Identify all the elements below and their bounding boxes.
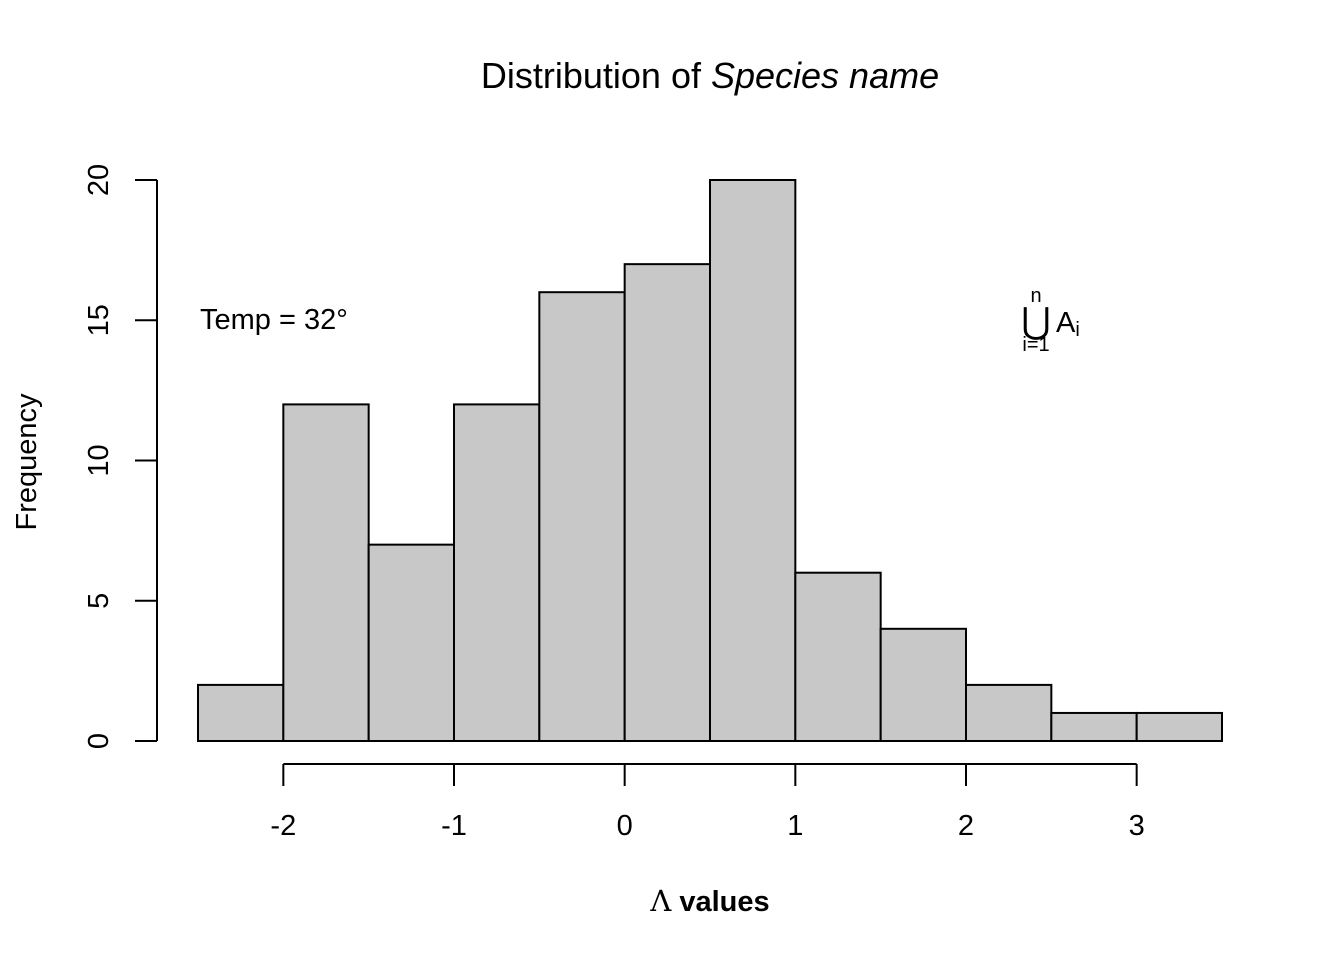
histogram-bar-5 (623, 263, 712, 742)
y-tick-label-5: 5 (83, 593, 115, 609)
y-axis: 0 5 10 15 20 (83, 164, 158, 749)
histogram-bar-6 (709, 179, 797, 742)
histogram-bar-4 (538, 291, 626, 742)
y-tick-label-15: 15 (83, 304, 115, 336)
y-axis-label: Frequency (11, 393, 43, 531)
x-tick-label--2: -2 (270, 810, 296, 842)
x-tick-label-3: 3 (1129, 810, 1145, 842)
histogram-bar-10 (1050, 711, 1138, 743)
union-annotation: n ⋃ i=1 Ai (1021, 285, 1080, 356)
y-tick-label-0: 0 (83, 733, 115, 749)
chart-title: Distribution of Species name (481, 55, 939, 96)
union-symbol: ⋃ (1021, 300, 1051, 341)
y-tick-label-20: 20 (83, 164, 115, 196)
x-tick-label--1: -1 (441, 810, 467, 842)
histogram-bar-7 (794, 571, 882, 743)
bars-group (197, 179, 1223, 743)
histogram-bar-9 (965, 683, 1053, 743)
temp-annotation: Temp = 32° (200, 304, 348, 336)
y-tick-label-10: 10 (83, 444, 115, 476)
union-term: Ai (1056, 307, 1080, 341)
histogram-bar-2 (367, 543, 455, 743)
histogram-bar-3 (453, 403, 541, 742)
union-lower-limit: i=1 (1022, 334, 1049, 356)
x-tick-label-1: 1 (787, 810, 803, 842)
x-axis-label: Λ values (649, 884, 769, 918)
histogram-bar-0 (197, 683, 285, 743)
x-tick-label-2: 2 (958, 810, 974, 842)
x-axis: -2 -1 0 1 2 3 (270, 763, 1145, 842)
union-upper-limit: n (1030, 285, 1041, 307)
histogram-bar-8 (879, 627, 968, 742)
x-tick-label-0: 0 (617, 810, 633, 842)
histogram-bar-11 (1135, 711, 1223, 743)
histogram-bar-1 (282, 403, 370, 742)
